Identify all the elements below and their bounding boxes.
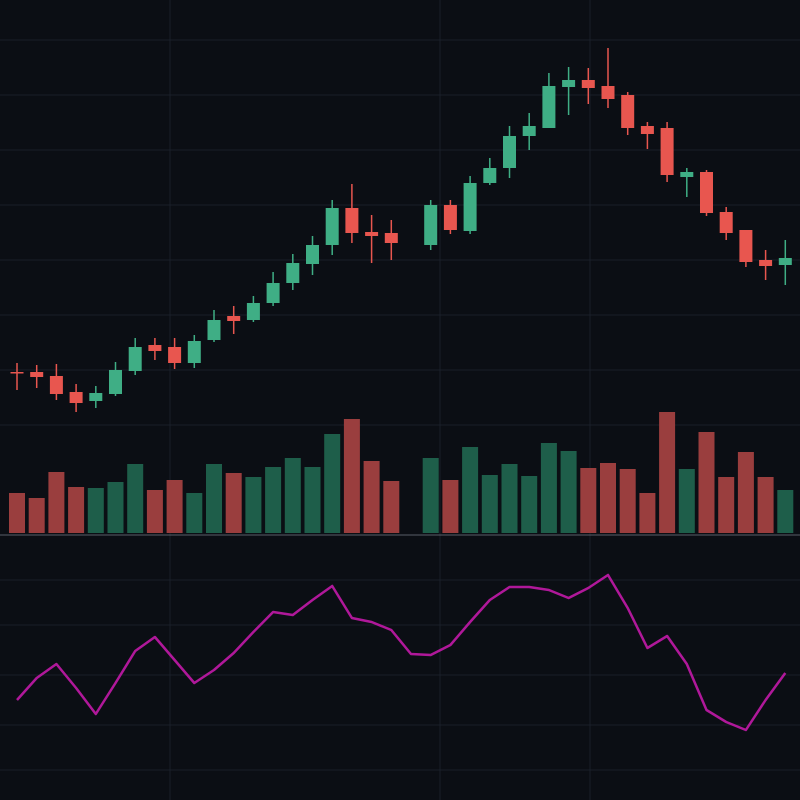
volume-bar (383, 481, 400, 533)
volume-bar (68, 487, 85, 533)
candle-body (700, 172, 713, 213)
volume-bar (580, 468, 597, 533)
volume-bar (757, 477, 774, 533)
candle-body (601, 86, 615, 99)
candle-body (89, 393, 103, 401)
candle-body (345, 208, 359, 233)
candle-body (49, 376, 63, 394)
volume-bar (265, 467, 282, 533)
candle-body (286, 263, 300, 283)
candle-body (246, 303, 260, 320)
candle-body (109, 370, 122, 394)
volume-bar (206, 464, 222, 533)
volume-bar (363, 461, 380, 533)
candle-body (562, 80, 576, 87)
candle-body (168, 347, 182, 363)
volume-bar (146, 490, 163, 533)
volume-bar (225, 473, 242, 533)
candle-body (581, 80, 595, 88)
volume-bar (284, 458, 301, 533)
candle-body (640, 126, 654, 134)
candle-body (719, 212, 733, 233)
volume-bar (48, 472, 65, 533)
volume-bar (777, 490, 794, 533)
volume-bar (678, 469, 695, 533)
volume-bar (619, 469, 636, 533)
oscillator-line (16, 573, 787, 732)
volume-bar (343, 419, 360, 533)
candle-body (503, 136, 516, 168)
candle-body (325, 208, 339, 245)
candle-body (227, 316, 241, 321)
volume-bar (127, 464, 144, 533)
volume-bar (481, 475, 498, 533)
volume-bar (186, 493, 203, 533)
candle-body (739, 230, 753, 262)
candle-body (759, 260, 773, 266)
candle-body (384, 233, 398, 243)
volume-bar (560, 451, 577, 533)
volume-bar (718, 477, 735, 533)
volume-bar (501, 464, 518, 533)
volume-bar (9, 493, 25, 533)
volume-bar (324, 434, 341, 533)
candle-body (30, 372, 44, 377)
candle-body (207, 320, 221, 340)
volume-bar (462, 447, 479, 533)
volume-bar (698, 432, 715, 533)
candle-body (266, 283, 280, 303)
volume-bar (442, 480, 459, 533)
candle-body (483, 168, 497, 183)
volume-bar (245, 477, 262, 533)
candle-body (10, 372, 24, 374)
candle-body (128, 347, 142, 371)
volume-bar (422, 458, 439, 533)
candle-body (542, 86, 556, 128)
volume-bar (304, 467, 321, 533)
volume-bar (600, 463, 616, 533)
volume-bar (521, 476, 538, 533)
candle-body (660, 128, 674, 175)
volume-bar (540, 443, 557, 533)
volume-bar (28, 498, 45, 533)
candle-body (424, 205, 438, 245)
volume-bar (659, 412, 676, 533)
candle-body (306, 245, 319, 264)
candle-body (680, 172, 694, 177)
candle-body (621, 95, 635, 128)
candle-body (522, 126, 536, 136)
volume-bar (166, 480, 183, 533)
candle-body (463, 183, 477, 231)
candle-body (148, 345, 162, 351)
volume-bar (639, 493, 656, 533)
volume-bar (87, 488, 104, 533)
candle-body (69, 392, 83, 403)
candle-body (443, 205, 457, 230)
volume-bar (107, 482, 124, 533)
candle-body (365, 232, 379, 236)
volume-bar (737, 452, 754, 533)
candle-body (187, 341, 201, 363)
candle-body (778, 258, 792, 265)
